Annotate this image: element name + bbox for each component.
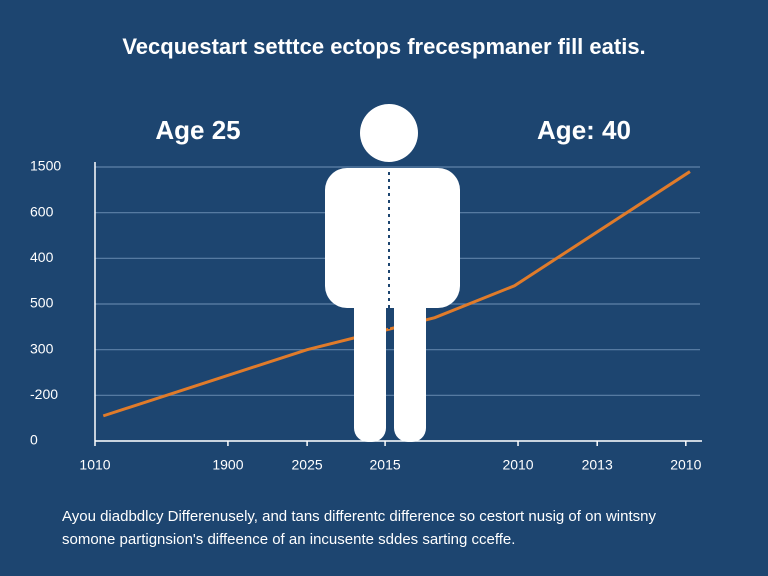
x-tick-label: 2013 — [582, 457, 613, 473]
y-tick-label: 600 — [30, 203, 54, 219]
caption: somone partignsion's diffeence of an inc… — [62, 531, 515, 548]
chart-title: Vecquestart setttce ectops frecespmaner … — [122, 34, 645, 59]
annotation: Age 25 — [155, 115, 240, 145]
person-icon — [325, 104, 460, 442]
x-tick-label: 1010 — [79, 457, 110, 473]
y-tick-label: 1500 — [30, 158, 61, 174]
y-tick-label: 400 — [30, 249, 54, 265]
caption: Ayou diadbdlcy Differenusely, and tans d… — [62, 508, 656, 525]
x-tick-label: 2010 — [502, 457, 533, 473]
line-series — [102, 170, 691, 418]
x-tick-label: 2025 — [292, 457, 323, 473]
x-tick-label: 2010 — [670, 457, 701, 473]
y-tick-label: -200 — [30, 386, 58, 402]
x-tick-label: 2015 — [370, 457, 401, 473]
y-tick-label: 500 — [30, 295, 54, 311]
x-tick-label: 1900 — [212, 457, 243, 473]
annotation: Age: 40 — [537, 115, 631, 145]
y-tick-label: 0 — [30, 432, 38, 448]
y-tick-label: 300 — [30, 340, 54, 356]
